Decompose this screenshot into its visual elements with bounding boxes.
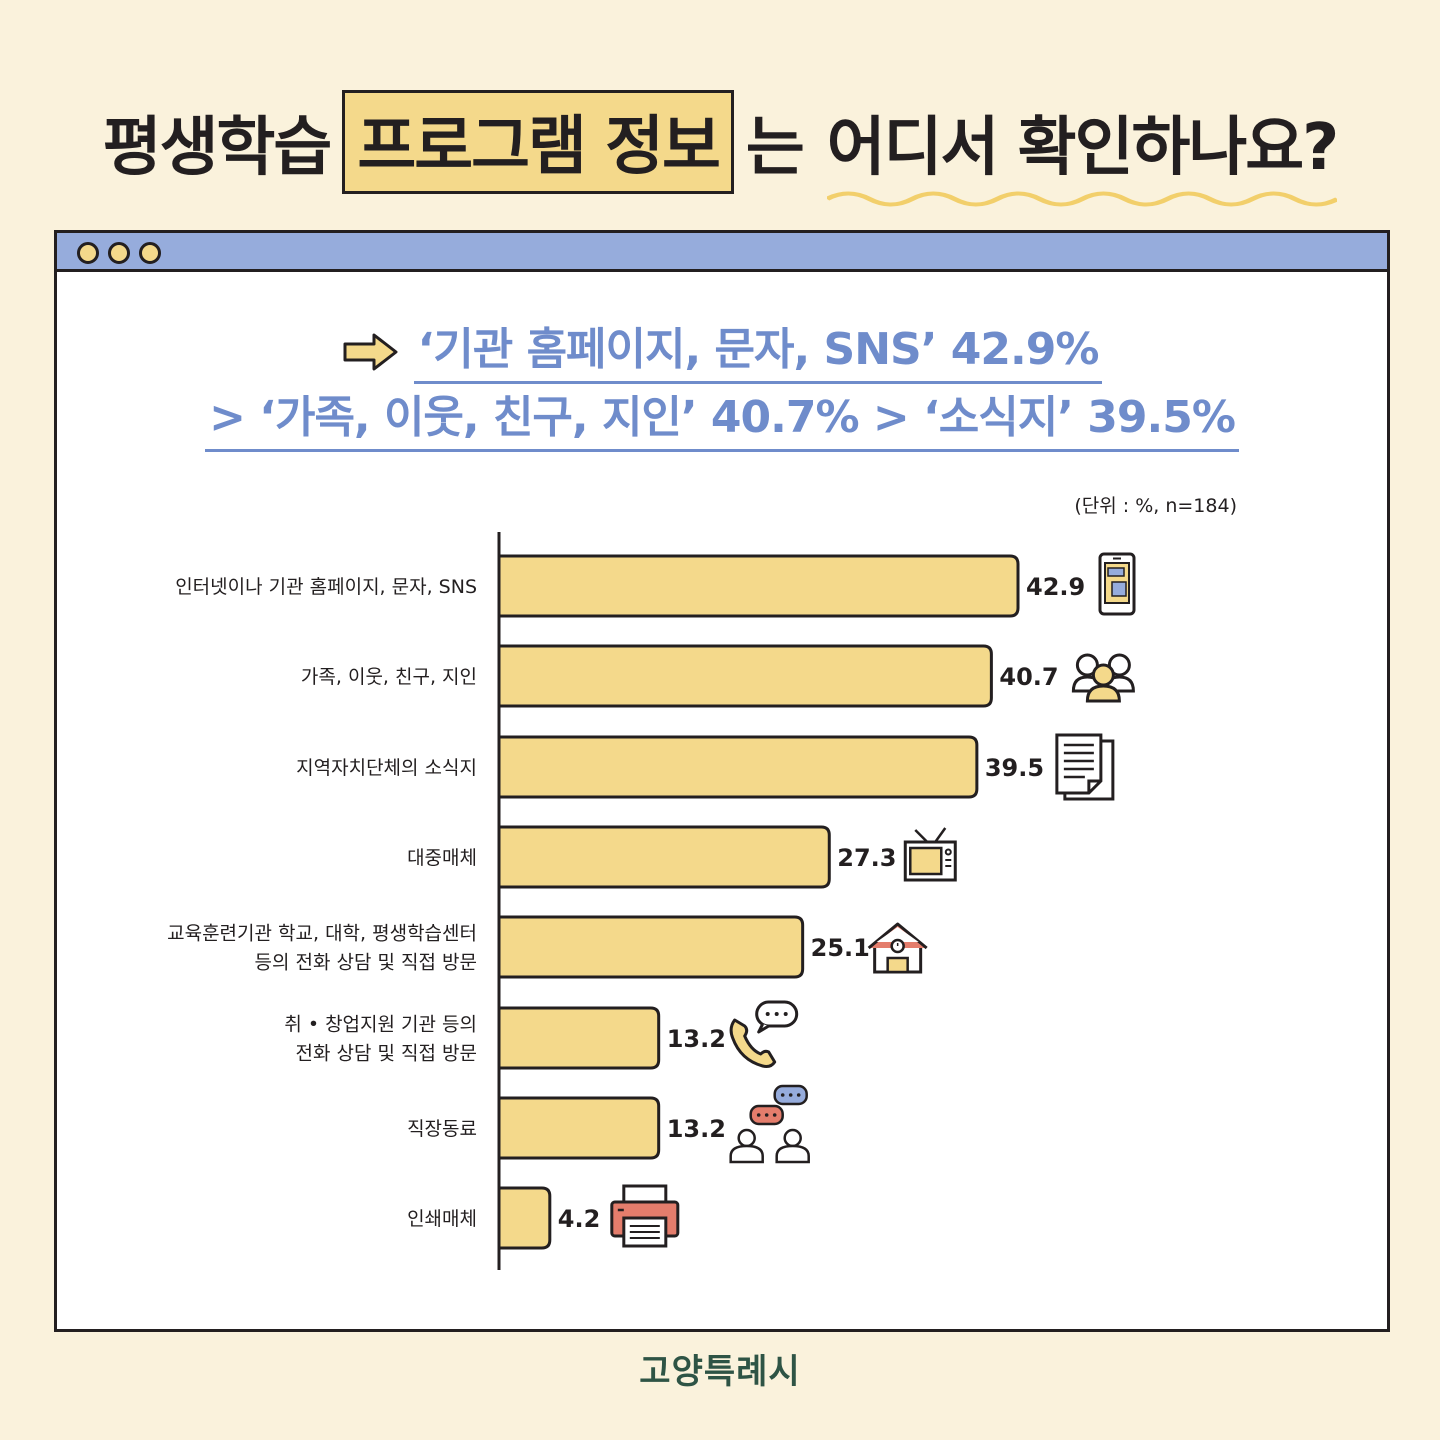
unit-note: (단위 : %, n=184) xyxy=(1074,495,1237,517)
category-label-4: 대중매체 xyxy=(407,847,477,869)
window-dot-1[interactable] xyxy=(77,242,99,264)
bar-1 xyxy=(497,554,1020,618)
value-label-5: 25.1 xyxy=(811,934,870,962)
bar-5 xyxy=(497,915,805,979)
headline-text-2: > ‘가족, 이웃, 친구, 지인’ 40.7% > ‘소식지’ 39.5% xyxy=(205,381,1239,452)
value-label-1: 42.9 xyxy=(1026,573,1085,601)
category-label-5-line-1: 교육훈련기관 학교, 대학, 평생학습센터 xyxy=(167,923,477,945)
bar-group-2: 40.7 가족, 이웃, 친구, 지인 xyxy=(301,644,1135,708)
bar-2 xyxy=(497,644,993,708)
category-label-5-line-2: 등의 전화 상담 및 직접 방문 xyxy=(255,952,477,974)
category-label-3: 지역자치단체의 소식지 xyxy=(296,757,477,779)
people-group-icon xyxy=(1071,653,1135,703)
bar-8 xyxy=(497,1186,552,1250)
tv-icon xyxy=(903,827,957,882)
title-part3-wrap: 어디서 확인하나요? xyxy=(826,96,1339,207)
window-dot-3[interactable] xyxy=(139,242,161,264)
title-part1: 평생학습 xyxy=(102,111,333,185)
bar-group-4: 27.3 대중매체 xyxy=(407,825,957,889)
smartphone-icon xyxy=(1098,552,1136,616)
school-building-icon xyxy=(867,922,928,974)
bar-7 xyxy=(497,1096,661,1160)
category-label-7: 직장동료 xyxy=(407,1118,477,1140)
printer-icon xyxy=(610,1184,680,1248)
newsletter-icon xyxy=(1055,733,1115,801)
page-title: 평생학습 프로그램 정보 는 어디서 확인하나요? xyxy=(0,90,1440,207)
window-title-bar xyxy=(57,233,1387,272)
bar-group-3: 39.5 지역자치단체의 소식지 xyxy=(296,733,1115,801)
category-label-6-line-1: 취 • 창업지원 기관 등의 xyxy=(284,1014,477,1036)
bar-group-1: 42.9 인터넷이나 기관 홈페이지, 문자, SNS xyxy=(175,552,1136,618)
bar-4 xyxy=(497,825,831,889)
value-label-3: 39.5 xyxy=(985,754,1044,782)
category-label-2: 가족, 이웃, 친구, 지인 xyxy=(301,666,477,688)
title-part3: 어디서 확인하나요? xyxy=(826,111,1339,185)
value-label-2: 40.7 xyxy=(999,663,1058,691)
bar-3 xyxy=(497,735,979,799)
footer-logo-text: 고양특례시 xyxy=(639,1352,801,1392)
value-label-4: 27.3 xyxy=(837,844,896,872)
category-label-1: 인터넷이나 기관 홈페이지, 문자, SNS xyxy=(175,576,477,598)
value-label-8: 4.2 xyxy=(558,1205,601,1233)
category-label-6-line-2: 전화 상담 및 직접 방문 xyxy=(296,1043,477,1065)
bar-6 xyxy=(497,1006,661,1070)
headline-line-2: > ‘가족, 이웃, 친구, 지인’ 40.7% > ‘소식지’ 39.5% xyxy=(57,381,1387,452)
value-label-7: 13.2 xyxy=(667,1115,726,1143)
title-part2: 는 xyxy=(745,111,805,185)
coworkers-chat-icon xyxy=(729,1084,810,1164)
bar-group-8: 4.2 인쇄매체 xyxy=(407,1184,680,1250)
headline-line-1: ‘기관 홈페이지, 문자, SNS’ 42.9% xyxy=(57,313,1387,384)
bar-group-7: 13.2 직장동료 xyxy=(407,1084,810,1164)
headline-text-1: ‘기관 홈페이지, 문자, SNS’ 42.9% xyxy=(413,313,1103,384)
phone-call-icon xyxy=(729,1000,799,1068)
window-dot-2[interactable] xyxy=(108,242,130,264)
arrow-right-icon xyxy=(343,333,398,371)
value-label-6: 13.2 xyxy=(667,1025,726,1053)
title-highlight: 프로그램 정보 xyxy=(342,90,734,194)
squiggle-underline xyxy=(826,191,1338,207)
category-label-8: 인쇄매체 xyxy=(407,1208,477,1230)
